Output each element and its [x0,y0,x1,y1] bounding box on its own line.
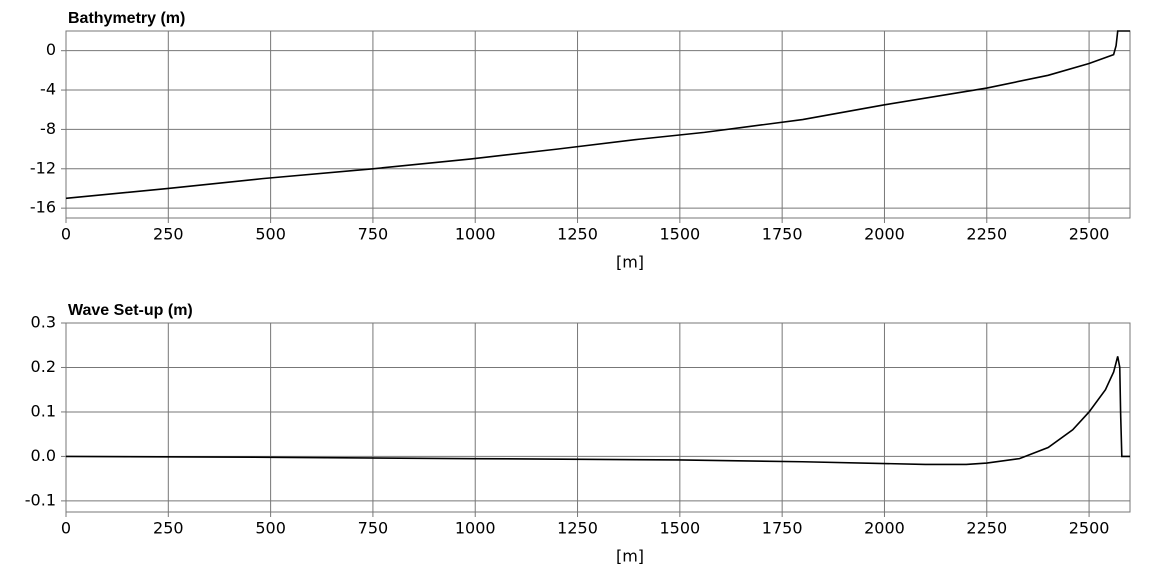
x-tick-label: 1250 [557,519,598,538]
y-tick-label: 0.0 [31,446,56,465]
x-tick-label: 0 [61,225,71,244]
chart-title: Bathymetry (m) [68,10,185,27]
x-axis-label: [m] [616,253,644,272]
data-line [65,356,1130,466]
x-tick-label: 1000 [455,519,496,538]
x-tick-label: 1250 [557,225,598,244]
x-tick-label: 250 [153,225,184,244]
x-tick-label: 1500 [659,519,700,538]
plot-frame [65,30,1131,219]
x-tick-label: 1750 [762,519,803,538]
x-tick-label: 1750 [762,225,803,244]
y-tick-label: -16 [30,198,56,217]
y-tick-label: 0.3 [31,313,56,332]
x-axis-label: [m] [616,547,644,566]
x-tick-label: 2500 [1069,225,1110,244]
x-tick-label: 2250 [966,225,1007,244]
x-tick-label: 750 [358,225,389,244]
data-line [65,30,1130,200]
y-tick-label: 0.2 [31,357,56,376]
x-tick-label: 500 [255,519,286,538]
x-tick-label: 750 [358,519,389,538]
plot-frame [65,322,1131,513]
x-tick-label: 1000 [455,225,496,244]
x-tick-label: 2000 [864,225,905,244]
y-tick-label: -12 [30,158,56,177]
chart-title: Wave Set-up (m) [68,302,193,319]
x-tick-label: 2500 [1069,519,1110,538]
y-tick-label: 0 [46,40,56,59]
y-tick-label: -0.1 [25,490,56,509]
y-tick-label: -8 [40,119,56,138]
x-tick-label: 500 [255,225,286,244]
x-tick-label: 0 [61,519,71,538]
y-tick-label: -4 [40,80,56,99]
x-tick-label: 1500 [659,225,700,244]
x-tick-label: 2250 [966,519,1007,538]
x-tick-label: 2000 [864,519,905,538]
y-tick-label: 0.1 [31,401,56,420]
x-tick-label: 250 [153,519,184,538]
